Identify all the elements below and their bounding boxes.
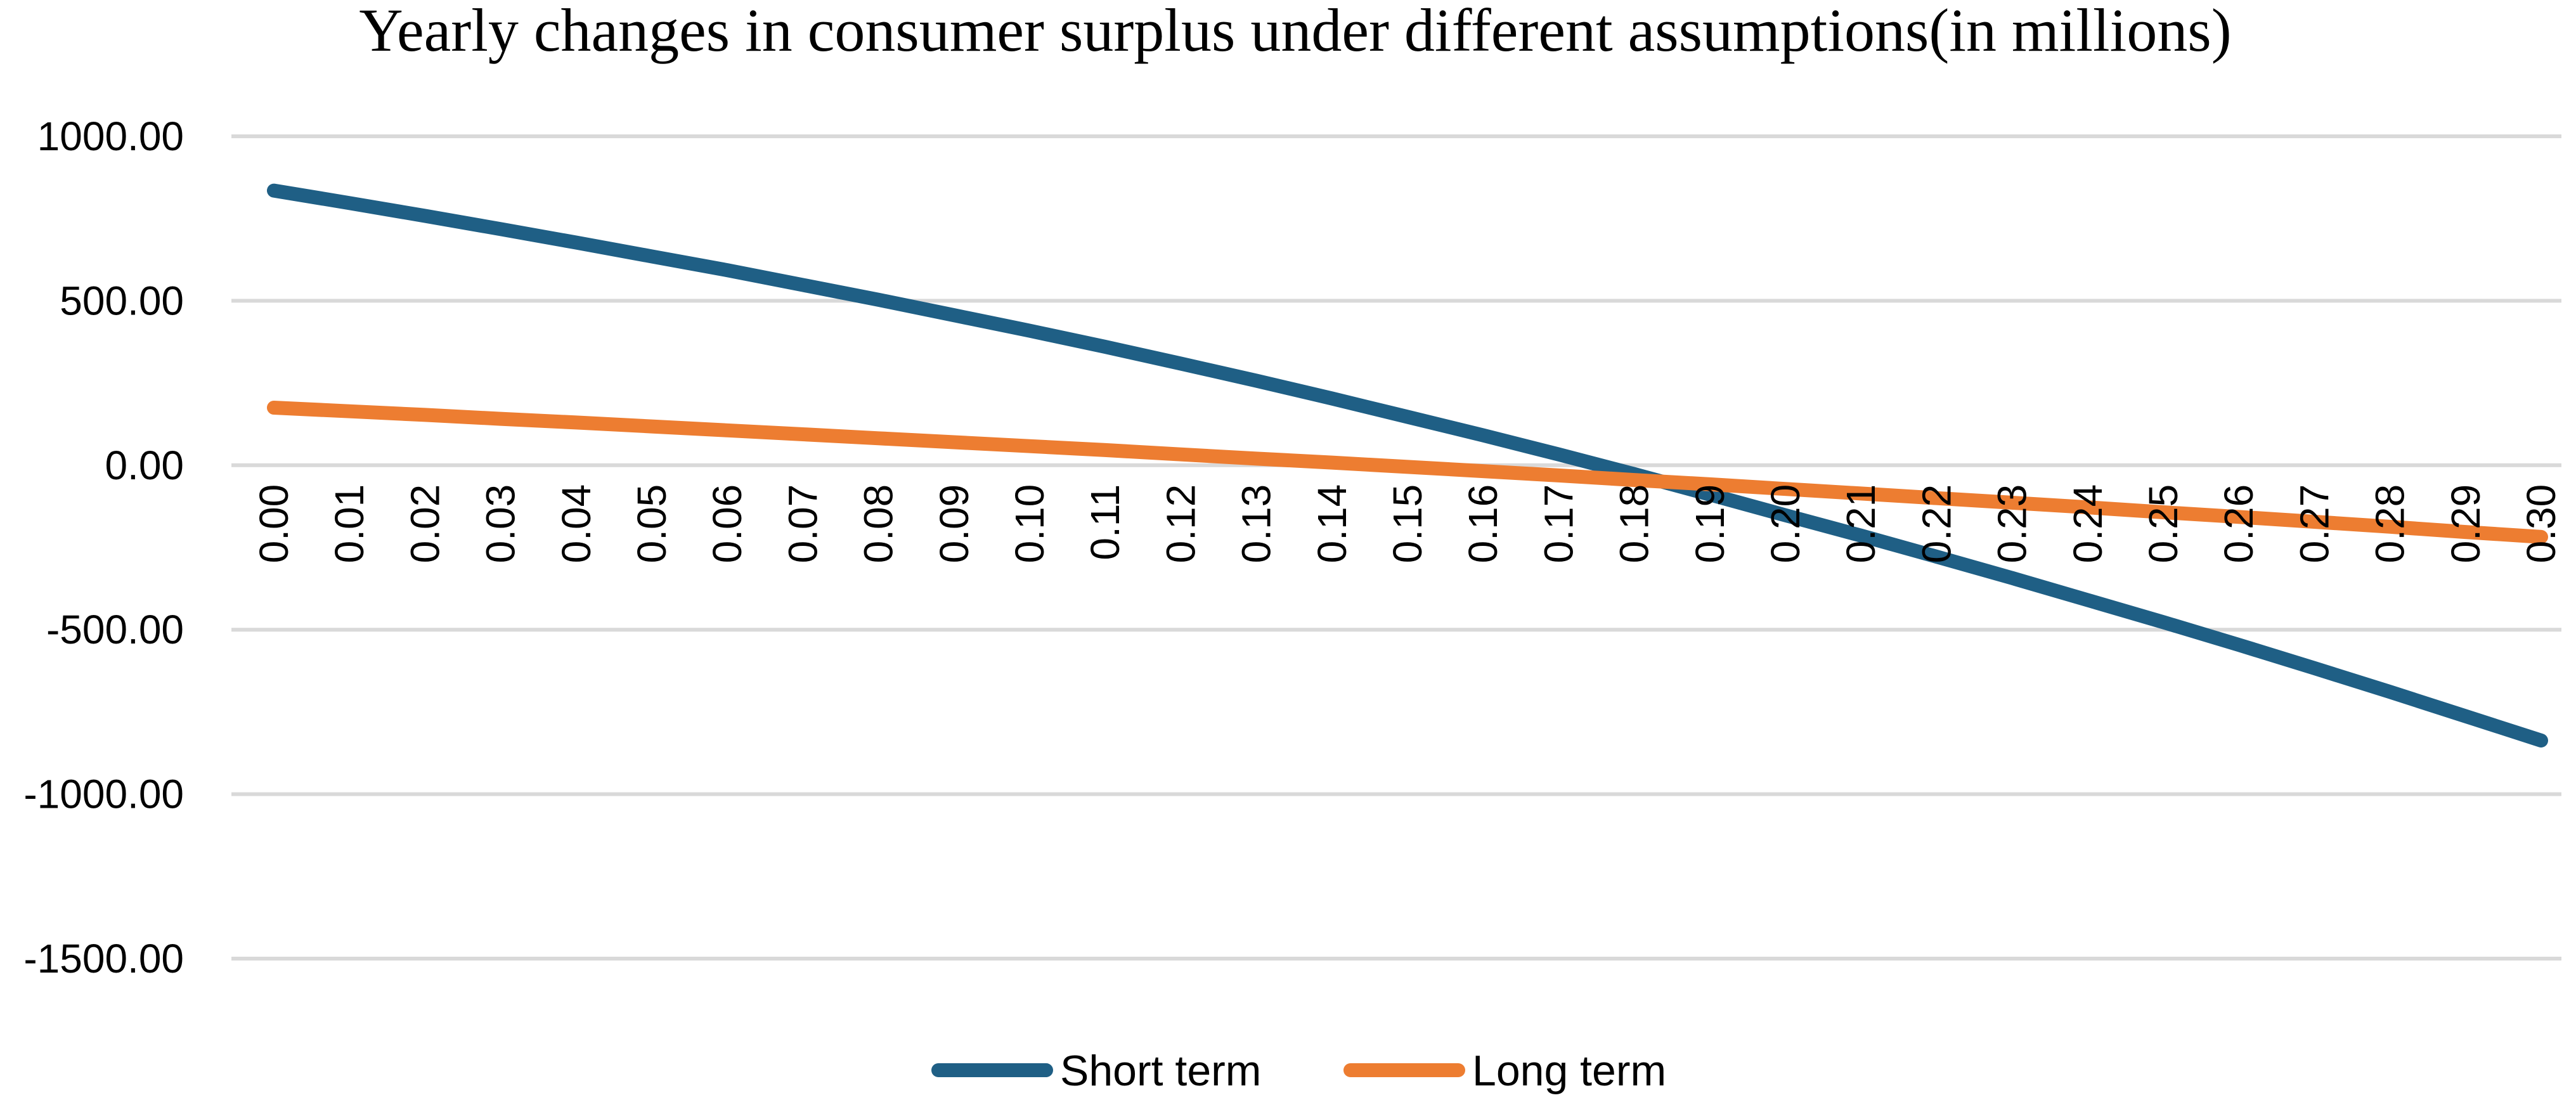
chart-title: Yearly changes in consumer surplus under…: [359, 0, 2231, 64]
x-tick-label: 0.14: [1309, 484, 1355, 564]
series-line-long-term: [267, 401, 2548, 544]
legend: Short term Long term: [931, 1047, 1666, 1095]
x-tick-label: 0.20: [1763, 484, 1808, 564]
y-tick-label: 500.00: [60, 278, 184, 323]
x-tick-label: 0.11: [1082, 484, 1128, 560]
y-tick-label: -1000.00: [23, 772, 184, 817]
legend-label: Short term: [1060, 1047, 1261, 1095]
x-tick-label: 0.12: [1158, 484, 1203, 564]
x-tick-label: 0.16: [1460, 484, 1506, 564]
x-tick-label: 0.10: [1007, 484, 1052, 564]
x-axis-ticks: 0.00 0.01 0.02 0.03 0.04 0.05 0.06 0.07 0.08 0.09…: [251, 484, 2564, 564]
x-tick-label: 0.27: [2291, 484, 2337, 564]
x-tick-label: 0.05: [629, 484, 675, 564]
x-tick-label: 0.19: [1687, 484, 1733, 564]
x-tick-label: 0.01: [327, 484, 372, 564]
x-tick-label: 0.21: [1838, 484, 1884, 564]
x-tick-label: 0.23: [1990, 484, 2035, 564]
x-tick-label: 0.29: [2443, 484, 2489, 564]
x-tick-label: 0.30: [2518, 484, 2564, 564]
x-tick-label: 0.06: [704, 484, 750, 564]
x-tick-label: 0.18: [1612, 484, 1657, 564]
x-tick-label: 0.24: [2065, 484, 2111, 564]
series-line-short-term: [267, 183, 2548, 747]
y-tick-label: 0.00: [105, 443, 184, 488]
y-axis-ticks: 1000.00 500.00 0.00 -500.00 -1000.00 -1500.00: [23, 113, 184, 981]
x-tick-label: 0.03: [478, 484, 524, 564]
y-tick-label: 1000.00: [37, 113, 184, 159]
x-tick-label: 0.28: [2367, 484, 2413, 564]
x-tick-label: 0.25: [2140, 484, 2186, 564]
y-tick-label: -500.00: [46, 607, 184, 652]
x-tick-label: 0.07: [780, 484, 825, 564]
x-tick-label: 0.04: [553, 484, 599, 564]
x-tick-label: 0.22: [1913, 484, 1959, 564]
x-tick-label: 0.08: [856, 484, 902, 564]
x-tick-label: 0.09: [931, 484, 977, 564]
legend-label: Long term: [1472, 1047, 1666, 1095]
x-tick-label: 0.00: [251, 484, 297, 564]
x-tick-label: 0.17: [1536, 484, 1581, 564]
x-tick-label: 0.26: [2216, 484, 2262, 564]
x-tick-label: 0.13: [1234, 484, 1279, 564]
series-lines: [267, 183, 2548, 747]
x-tick-label: 0.15: [1385, 484, 1430, 564]
x-tick-label: 0.02: [402, 484, 448, 564]
y-tick-label: -1500.00: [23, 936, 184, 981]
